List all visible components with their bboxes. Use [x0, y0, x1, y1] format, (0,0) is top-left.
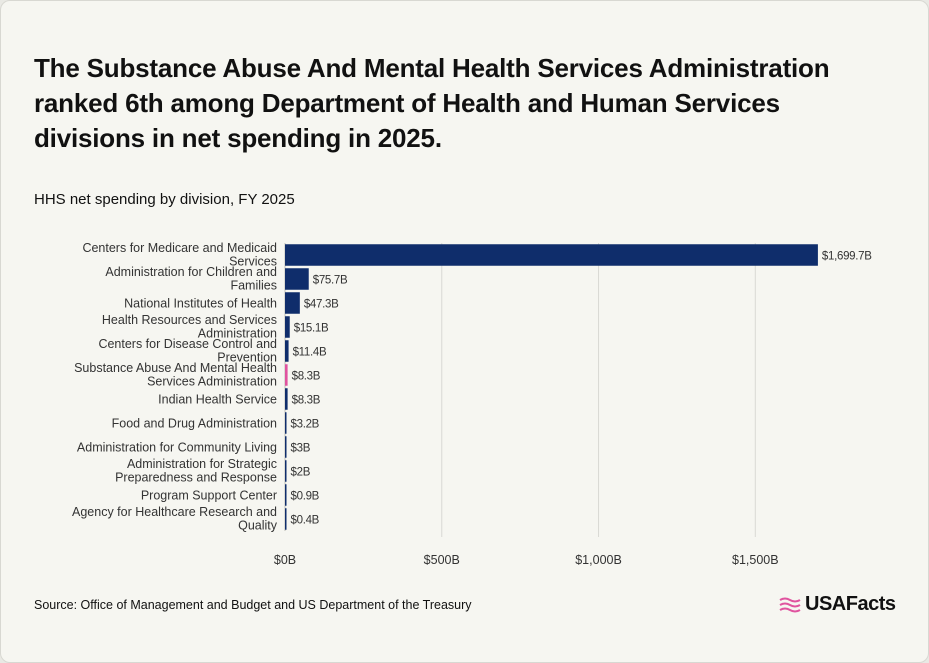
chart-subtitle: HHS net spending by division, FY 2025	[34, 191, 295, 208]
category-label: Administration for Strategic Preparedness…	[115, 457, 277, 485]
category-label: Administration for Children and Families	[105, 265, 277, 293]
bar	[285, 412, 287, 434]
bar	[285, 436, 287, 458]
data-label: $0.4B	[291, 515, 320, 527]
data-label: $1,699.7B	[822, 251, 872, 263]
category-label: Indian Health Service	[158, 393, 277, 407]
x-tick-label: $500B	[424, 553, 460, 567]
usafacts-logo: USAFacts	[779, 593, 896, 616]
data-label: $0.9B	[291, 491, 320, 503]
bar-chart: $0B $500B $1,000B $1,500B $1,699.7B Centers f…	[72, 241, 873, 567]
bar	[285, 292, 300, 314]
data-label: $3B	[291, 443, 311, 455]
data-label: $15.1B	[294, 323, 329, 335]
bar	[285, 340, 289, 362]
brand-name: USAFacts	[805, 593, 896, 615]
bar	[285, 364, 288, 386]
category-label: Health Resources and Services Administrat…	[102, 313, 277, 341]
x-tick-label: $1,500B	[732, 553, 779, 567]
data-label: $3.2B	[291, 419, 320, 431]
data-label: $47.3B	[304, 299, 339, 311]
bar	[285, 388, 288, 410]
bar	[285, 460, 287, 482]
category-label: Centers for Medicare and Medicaid Service…	[82, 241, 277, 269]
data-label: $11.4B	[293, 347, 327, 359]
category-label: National Institutes of Health	[124, 297, 277, 311]
chart-title: The Substance Abuse And Mental Health Se…	[34, 53, 830, 153]
category-label: Substance Abuse And Mental Health Service…	[74, 361, 277, 389]
data-label: $8.3B	[292, 395, 321, 407]
category-label: Food and Drug Administration	[112, 417, 277, 431]
bar	[285, 316, 290, 338]
data-label: $75.7B	[313, 275, 348, 287]
usafacts-flag-icon	[779, 597, 801, 612]
category-label: Agency for Healthcare Research and Qualit…	[72, 505, 278, 533]
category-label: Administration for Community Living	[77, 441, 277, 455]
data-label: $8.3B	[292, 371, 321, 383]
data-label: $2B	[291, 467, 311, 479]
bar	[285, 244, 818, 266]
x-tick-label: $0B	[274, 553, 296, 567]
source-note: Source: Office of Management and Budget …	[34, 598, 472, 612]
x-tick-label: $1,000B	[575, 553, 622, 567]
bar	[285, 484, 287, 506]
bar	[285, 268, 309, 290]
category-label: Centers for Disease Control and Preventio…	[98, 337, 277, 365]
category-label: Program Support Center	[141, 489, 277, 503]
bar	[285, 508, 287, 530]
